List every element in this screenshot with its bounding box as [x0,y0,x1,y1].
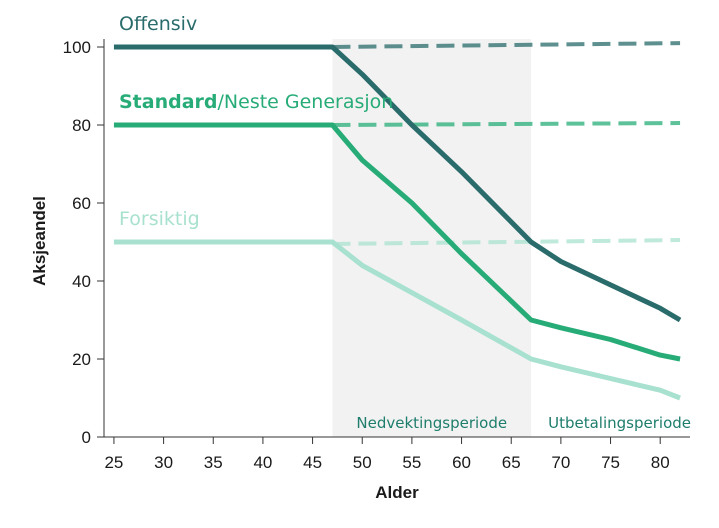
y-axis-title: Aksjeandel [30,196,49,286]
y-tick-label: 80 [72,116,91,135]
x-tick-label: 80 [651,453,670,472]
x-ticks: 25 30 35 40 45 50 55 60 65 70 75 80 [104,437,670,472]
x-tick-label: 50 [353,453,372,472]
x-tick-label: 60 [452,453,471,472]
period-label: Nedvektingsperiode [356,414,507,432]
x-tick-label: 65 [502,453,521,472]
y-tick-label: 20 [72,350,91,369]
series-label-bold: Standard [119,91,218,113]
x-tick-label: 75 [601,453,620,472]
series-dashed-line [332,41,681,49]
solid-lines-layer [113,44,682,401]
x-tick-label: 55 [402,453,421,472]
y-tick-label: 60 [72,194,91,213]
series-label: Standard/Neste Generasjon [119,91,393,113]
series-label-rest: Forsiktig [119,208,200,230]
series-label: Forsiktig [119,208,200,230]
period-label: Utbetalingsperiode [548,414,691,432]
y-tick-label: 0 [82,428,91,447]
series-line [113,122,681,362]
series-label-rest: /Neste Generasjon [218,91,394,113]
nedvekting-shaded-region [332,39,532,437]
y-tick-label: 40 [72,272,91,291]
series-line [113,44,682,323]
x-tick-label: 30 [154,453,173,472]
x-tick-label: 70 [551,453,570,472]
series-label-rest: Offensiv [119,13,197,35]
axes: 25 30 35 40 45 50 55 60 65 70 75 80 0 20 40 60 80 100 [63,38,690,472]
series-dashed-line [332,238,681,246]
x-tick-label: 40 [253,453,272,472]
y-tick-label: 100 [63,38,91,57]
x-tick-label: 25 [104,453,123,472]
y-ticks: 0 20 40 60 80 100 [63,38,104,447]
series-line [113,239,681,401]
x-tick-label: 35 [204,453,223,472]
dashed-lines-layer [332,41,681,246]
series-label: Offensiv [119,13,197,35]
x-tick-label: 45 [303,453,322,472]
period-labels: Nedvektingsperiode Utbetalingsperiode [356,414,691,432]
x-axis-title: Alder [375,483,419,502]
series-labels: Offensiv Standard/Neste Generasjon Forsikt… [119,13,393,230]
series-dashed-line [332,121,681,127]
